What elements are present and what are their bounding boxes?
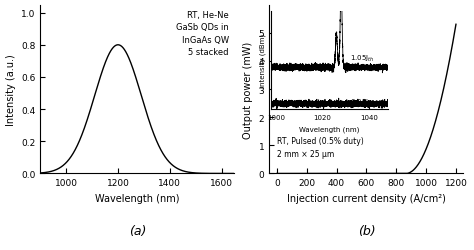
X-axis label: Wavelength (nm): Wavelength (nm): [95, 193, 180, 203]
Text: (a): (a): [129, 224, 146, 237]
Y-axis label: Output power (mW): Output power (mW): [243, 41, 253, 138]
Text: RT, He-Ne
GaSb QDs in
InGaAs QW
5 stacked: RT, He-Ne GaSb QDs in InGaAs QW 5 stacke…: [176, 10, 228, 57]
Text: (b): (b): [357, 224, 375, 237]
Text: RT, Pulsed (0.5% duty)
2 mm × 25 μm: RT, Pulsed (0.5% duty) 2 mm × 25 μm: [277, 137, 364, 158]
X-axis label: Injection current density (A/cm²): Injection current density (A/cm²): [287, 193, 446, 203]
Y-axis label: Intensity (a.u.): Intensity (a.u.): [6, 54, 16, 126]
